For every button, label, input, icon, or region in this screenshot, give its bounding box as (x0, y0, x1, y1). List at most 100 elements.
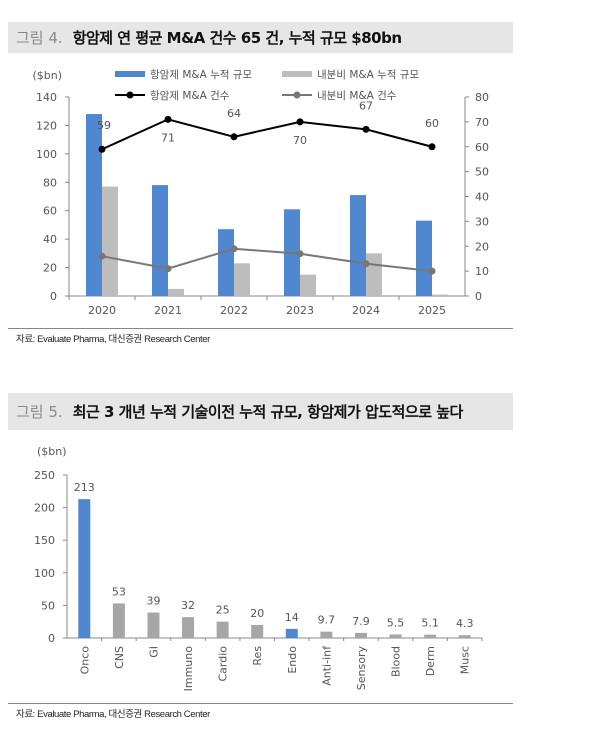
data-label: 5.1 (421, 617, 439, 630)
figure5-title: 최근 3 개년 누적 기술이전 누적 규모, 항암제가 압도적으로 높다 (72, 403, 464, 421)
y-axis-label: ($bn) (32, 69, 62, 82)
legend-label: 항암제 M&A 누적 규모 (150, 69, 252, 81)
data-label: 4.3 (456, 617, 474, 630)
figure5-chart: ($bn) 0 50 100 150 200 250 213 Onco 53 CNS 39 GI 32 Im… (34, 445, 483, 692)
line-point (164, 115, 172, 123)
data-label: 39 (146, 595, 160, 608)
legend-swatch (282, 71, 312, 77)
line-oncology-count (101, 118, 433, 151)
y-tick-label: 250 (34, 469, 55, 482)
line-point (362, 260, 370, 268)
data-label: 64 (227, 107, 241, 120)
data-label: 59 (97, 119, 111, 132)
y-tick-label: 60 (43, 205, 57, 218)
y-tick-label: 80 (43, 176, 57, 189)
legend-label: 내분비 M&A 건수 (317, 90, 397, 102)
legend-label: 내분비 M&A 누적 규모 (317, 69, 419, 81)
y2-tick-label: 10 (475, 265, 489, 278)
figure5-divider (8, 703, 513, 704)
legend-marker (293, 91, 301, 99)
data-label: 32 (181, 599, 195, 612)
line-point (230, 245, 238, 253)
x-tick-label: 2023 (286, 304, 314, 317)
data-label: 5.5 (387, 616, 405, 629)
y2-tick-label: 60 (475, 141, 489, 154)
x-tick-label: Cardio (217, 646, 230, 682)
y2-tick-label: 30 (475, 215, 489, 228)
y2-tick-label: 40 (475, 191, 489, 204)
y-tick-label: 120 (36, 119, 57, 132)
bar-cns (112, 603, 125, 638)
x-tick-label: 2024 (352, 304, 380, 317)
y-tick-label: 50 (41, 599, 55, 612)
bar-oncology (218, 229, 234, 296)
line-point (428, 267, 436, 275)
legend-label: 항암제 M&A 건수 (150, 90, 230, 102)
line-point (362, 125, 370, 133)
x-tick-label: 2021 (154, 304, 182, 317)
legend-marker (126, 91, 134, 99)
data-label: 70 (293, 134, 307, 147)
bar-endocrine (234, 263, 250, 296)
line-point (230, 133, 238, 141)
y-tick-label: 100 (36, 148, 57, 161)
data-label: 67 (359, 99, 373, 112)
y2-tick-label: 80 (475, 91, 489, 104)
x-tick-label: Derm (424, 646, 437, 676)
line-point (296, 250, 304, 258)
data-label: 14 (285, 611, 299, 624)
y2-tick-label: 50 (475, 166, 489, 179)
bar-endocrine (300, 274, 316, 296)
bar-immuno (182, 617, 195, 638)
line-point (98, 145, 106, 153)
y-tick-label: 200 (34, 502, 55, 515)
bar-onco (78, 499, 91, 638)
line-point (296, 118, 304, 126)
y-tick-label: 0 (50, 290, 57, 303)
bar-endocrine (432, 294, 448, 296)
y2-tick-label: 20 (475, 240, 489, 253)
x-tick-label: Sensory (355, 646, 368, 691)
x-tick-label: Blood (390, 646, 403, 677)
x-tick-label: 2020 (88, 304, 116, 317)
data-label: 60 (425, 117, 439, 130)
bar-gi (147, 612, 160, 638)
bar-endocrine (102, 186, 118, 296)
bar-blood (389, 634, 402, 638)
figure4-chart: ($bn) 0 20 40 60 80 100 120 140 0 10 20 30 40 50 60 70 80… (32, 69, 489, 317)
figure4-title-band: 그림 4. 항암제 연 평균 M&A 건수 65 건, 누적 규모 $80bn (8, 22, 513, 53)
y-tick-label: 40 (43, 233, 57, 246)
y-tick-label: 0 (48, 632, 55, 645)
x-tick-label: Musc (459, 646, 472, 674)
y2-tick-label: 0 (475, 290, 482, 303)
x-tick-label: GI (147, 646, 160, 658)
bar-derm (424, 634, 437, 638)
data-label: 213 (74, 481, 95, 494)
line-point (428, 143, 436, 151)
figure4-title: 항암제 연 평균 M&A 건수 65 건, 누적 규모 $80bn (72, 29, 402, 47)
x-tick-label: Anti-inf (320, 645, 333, 686)
y-tick-label: 100 (34, 567, 55, 580)
y-tick-label: 20 (43, 262, 57, 275)
line-point (98, 252, 106, 260)
bar-cardio (216, 621, 229, 638)
bar-res (251, 624, 264, 638)
y-axis-label: ($bn) (37, 445, 67, 458)
x-tick-label: CNS (113, 646, 126, 669)
bar-musc (458, 635, 471, 638)
figure4-number: 그림 4. (16, 29, 63, 47)
x-tick-label: 2025 (418, 304, 446, 317)
figure5-source: 자료: Evaluate Pharma, 대신증권 Research Cente… (16, 709, 210, 720)
figure4-divider (8, 328, 513, 329)
data-label: 53 (112, 585, 126, 598)
data-label: 71 (161, 131, 175, 144)
data-label: 9.7 (318, 614, 336, 627)
line-point (164, 265, 172, 273)
x-tick-label: 2022 (220, 304, 248, 317)
figure5-title-band: 그림 5. 최근 3 개년 누적 기술이전 누적 규모, 항암제가 압도적으로 … (8, 393, 513, 430)
bar-sensory (354, 632, 367, 638)
y-tick-label: 150 (34, 534, 55, 547)
y-tick-label: 140 (36, 91, 57, 104)
x-tick-label: Immuno (182, 646, 195, 692)
x-tick-label: Onco (78, 646, 91, 675)
